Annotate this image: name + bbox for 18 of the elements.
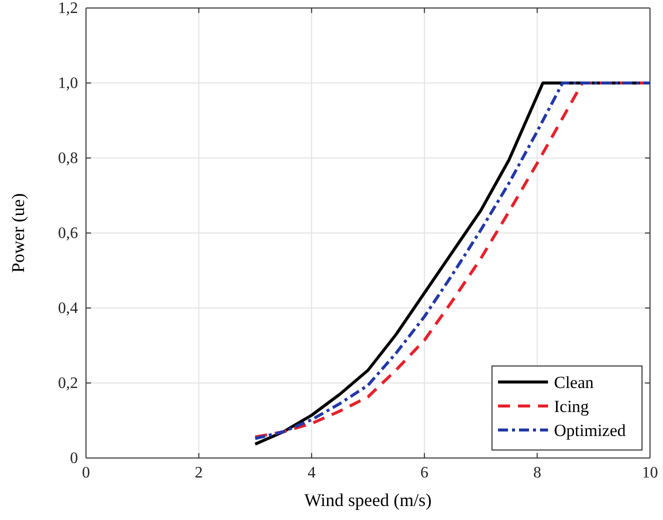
y-tick-label: 0 — [70, 450, 78, 468]
x-tick-label: 0 — [82, 464, 90, 482]
y-tick-label: 0,6 — [58, 225, 78, 242]
legend-label: Clean — [554, 373, 594, 392]
legend-label: Icing — [554, 397, 590, 416]
x-tick-label: 10 — [642, 464, 658, 482]
x-tick-label: 4 — [308, 464, 316, 482]
y-tick-label: 1,0 — [58, 75, 78, 92]
legend-label: Optimized — [554, 421, 626, 440]
y-axis-title: Power (ue) — [8, 193, 28, 273]
x-tick-label: 8 — [533, 464, 542, 482]
x-axis-title: Wind speed (m/s) — [304, 490, 432, 510]
y-tick-label: 0,8 — [58, 150, 78, 168]
y-tick-label: 0,4 — [58, 300, 78, 318]
y-tick-label: 1,2 — [58, 0, 78, 18]
y-tick-label: 0,2 — [58, 375, 78, 392]
x-tick-label: 2 — [194, 464, 203, 482]
x-tick-label: 6 — [420, 464, 428, 482]
